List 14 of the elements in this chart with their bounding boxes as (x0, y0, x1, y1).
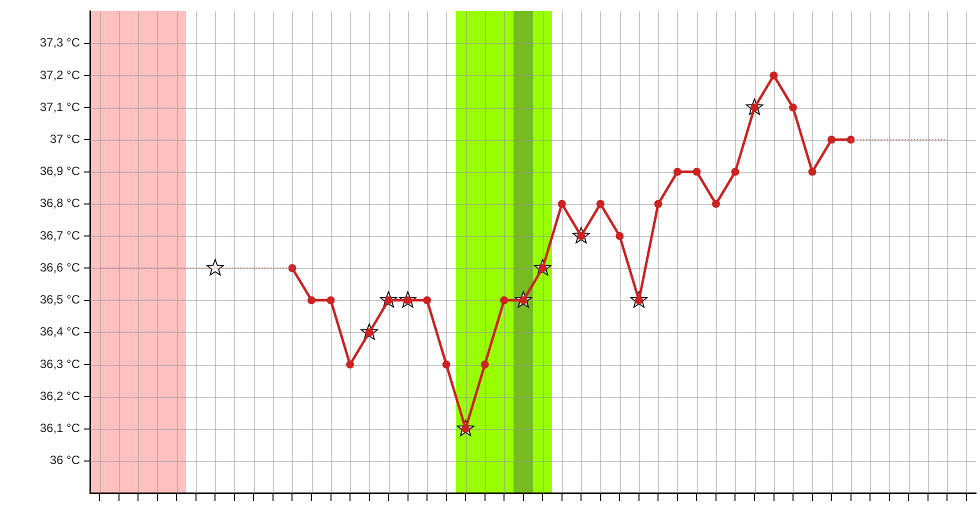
y-tick-label: 36,2 °C (40, 388, 80, 403)
y-tick-label: 36,4 °C (40, 324, 80, 339)
y-tick-label: 36,3 °C (40, 356, 80, 371)
y-tick-label: 37,1 °C (40, 100, 80, 114)
y-tick-label: 36,7 °C (40, 228, 80, 242)
y-tick-label: 36,5 °C (40, 292, 80, 307)
y-tick-label: 37,3 °C (40, 36, 80, 50)
y-tick-label: 36,9 °C (40, 164, 80, 178)
y-tick-label: 36 °C (50, 453, 80, 468)
y-tick-label: 36,8 °C (40, 196, 80, 210)
y-tick-label: 37 °C (50, 132, 80, 146)
y-tick-label: 36,6 °C (40, 260, 80, 274)
y-tick-label: 37,2 °C (40, 68, 80, 82)
y-tick-label: 36,1 °C (40, 421, 80, 436)
